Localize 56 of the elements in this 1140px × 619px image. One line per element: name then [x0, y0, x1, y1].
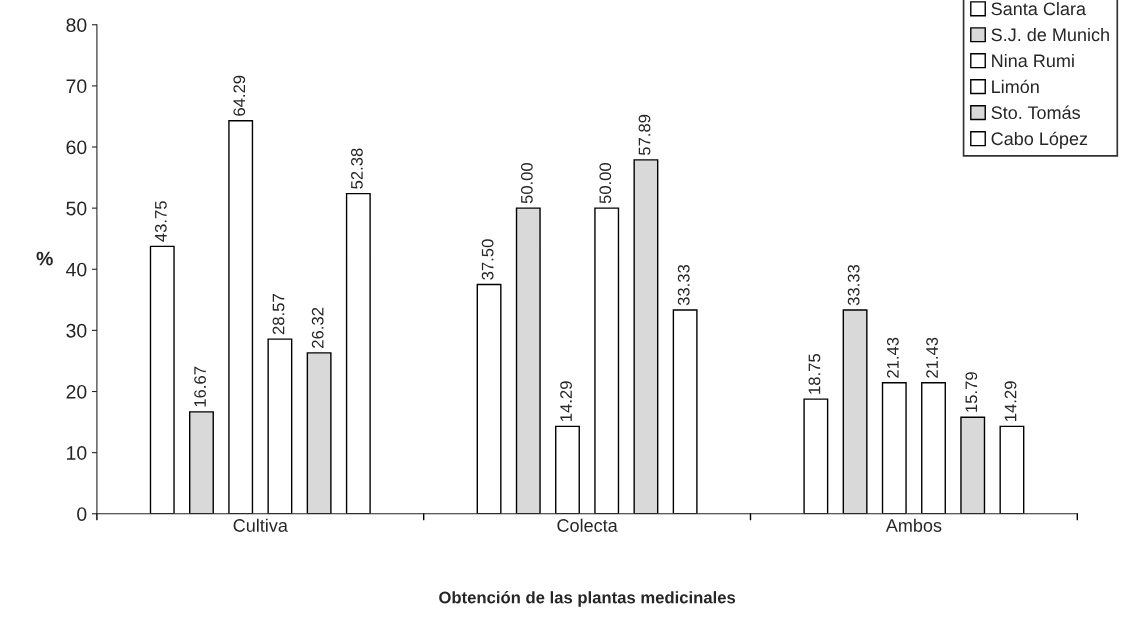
legend-label: Cabo López: [991, 131, 1088, 149]
data-label: 64.29: [233, 75, 246, 116]
bar: [306, 352, 332, 514]
data-label: 50.00: [520, 162, 533, 204]
x-tick-label: Ambos: [885, 518, 942, 532]
y-tick-label: 10: [67, 446, 87, 460]
x-tick-label: Cultiva: [233, 518, 288, 532]
y-tick-label: 60: [66, 140, 87, 155]
data-label: 26.32: [311, 307, 324, 348]
bar: [345, 192, 371, 514]
bar: [881, 382, 907, 514]
y-tick-label: 80: [66, 18, 87, 32]
legend-label: Nina Rumi: [992, 53, 1074, 68]
y-tick-label: 0: [77, 507, 87, 522]
legend-label: Sto. Tomás: [991, 105, 1080, 120]
x-tick-label: Colecta: [557, 518, 618, 532]
y-tick-label: 70: [66, 79, 87, 94]
data-label: 21.43: [886, 337, 899, 378]
bar: [999, 425, 1025, 514]
data-label: 57.89: [638, 114, 651, 156]
data-label: 21.43: [926, 337, 938, 378]
data-label: 50.00: [599, 162, 612, 204]
data-label: 43.75: [154, 201, 167, 242]
data-label: 14.29: [1004, 381, 1017, 421]
bar: [594, 207, 620, 514]
legend-label: Santa Clara: [991, 1, 1086, 16]
data-label: 33.33: [677, 264, 690, 306]
bar: [189, 411, 214, 514]
bar: [842, 309, 868, 514]
y-tick-label: 30: [66, 323, 87, 338]
bar: [267, 338, 293, 514]
bar: [228, 120, 254, 514]
bar: [555, 425, 580, 514]
data-label: 33.33: [847, 264, 860, 306]
y-axis-title: %: [36, 251, 53, 266]
bar: [476, 283, 502, 514]
bar: [803, 398, 829, 514]
y-tick-label: 40: [66, 262, 87, 277]
bar: [149, 245, 175, 514]
x-axis-title: Obtención de las plantas medicinales: [439, 591, 736, 607]
bar: [515, 207, 541, 514]
data-label: 14.29: [560, 381, 572, 421]
data-label: 37.50: [481, 239, 494, 280]
data-label: 18.75: [808, 353, 821, 394]
data-label: 52.38: [351, 148, 363, 189]
data-label: 16.67: [194, 366, 206, 407]
bar: [921, 382, 946, 514]
legend-label: Limón: [992, 79, 1039, 94]
bar: [960, 416, 986, 514]
bar: [672, 309, 698, 514]
data-label: 15.79: [965, 372, 978, 412]
legend-label: S.J. de Munich: [991, 27, 1109, 42]
bar: [633, 159, 659, 514]
data-label: 28.57: [272, 294, 285, 335]
y-tick-label: 20: [66, 384, 87, 399]
y-tick-label: 50: [66, 201, 87, 216]
